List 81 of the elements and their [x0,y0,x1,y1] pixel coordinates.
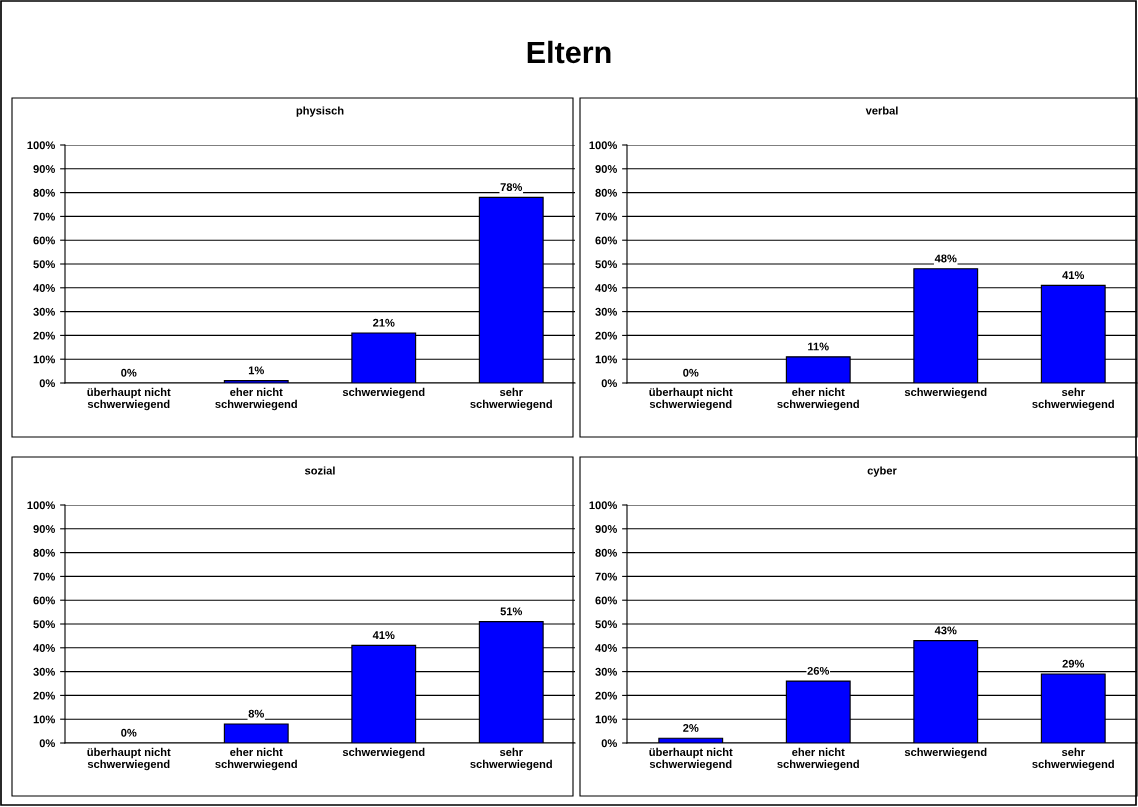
x-tick-label: eher nicht schwerwiegend [215,387,297,411]
x-tick-label: schwerwiegend [342,747,425,759]
x-tick-label: eher nicht schwerwiegend [777,387,859,411]
y-tick-label: 40% [595,644,617,652]
data-label: 51% [500,607,523,616]
data-label: 8% [248,709,264,718]
y-tick-label: 20% [595,691,617,700]
y-tick-label: 90% [33,525,55,533]
y-tick-label: 40% [33,284,55,292]
data-label: 0% [683,368,699,377]
y-tick-label: 50% [595,620,617,629]
y-tick-label: 60% [33,596,55,605]
y-tick-label: 50% [33,260,55,269]
y-tick-label: 70% [33,212,55,221]
y-tick-label: 10% [595,715,617,724]
y-tick-label: 60% [595,236,617,245]
y-tick-label: 30% [33,307,55,316]
x-tick-label: überhaupt nicht schwerwiegend [649,747,733,771]
y-tick-label: 90% [33,165,55,173]
data-label: 21% [373,318,395,327]
data-label: 43% [934,626,957,635]
x-tick-label: eher nicht schwerwiegend [215,747,297,771]
x-tick-label: sehr schwerwiegend [470,387,552,411]
y-tick-label: 100% [27,141,55,150]
data-label: 41% [372,631,395,640]
y-tick-label: 10% [595,355,617,364]
y-tick-label: 90% [595,525,617,533]
y-tick-label: 60% [33,236,55,245]
data-label: 29% [1062,659,1085,668]
y-tick-label: 60% [595,596,617,605]
y-tick-label: 80% [33,188,55,197]
y-tick-label: 70% [595,212,617,221]
y-tick-label: 20% [33,691,55,700]
data-label: 41% [1062,271,1085,280]
y-tick-label: 0% [39,379,55,388]
y-tick-label: 10% [33,355,55,364]
y-tick-label: 100% [27,501,55,510]
data-label: 2% [683,724,699,732]
y-tick-label: 20% [595,331,617,340]
x-tick-label: sehr schwerwiegend [1032,387,1114,411]
data-label: 1% [248,366,264,375]
data-label: 0% [121,368,137,377]
y-tick-label: 90% [595,165,617,173]
y-tick-label: 70% [595,572,617,581]
data-label: 48% [934,254,957,263]
data-label: 78% [500,183,523,191]
x-tick-label: schwerwiegend [904,387,987,399]
chart-title: verbal [865,106,898,115]
text: Eltern [527,40,611,64]
x-tick-label: schwerwiegend [904,747,987,759]
y-tick-label: 0% [601,739,617,748]
y-tick-label: 80% [595,188,617,197]
x-tick-label: überhaupt nicht schwerwiegend [649,387,733,411]
y-tick-label: 30% [595,667,617,676]
y-tick-label: 10% [33,715,55,724]
x-tick-label: schwerwiegend [342,387,425,399]
y-tick-label: 70% [33,572,55,581]
x-tick-label: überhaupt nicht schwerwiegend [87,747,171,771]
y-tick-label: 30% [595,307,617,316]
y-tick-label: 40% [33,644,55,652]
y-tick-label: 100% [589,501,617,510]
x-tick-label: sehr schwerwiegend [470,747,552,771]
x-tick-label: eher nicht schwerwiegend [777,747,859,771]
data-label: 26% [807,666,830,675]
y-tick-label: 100% [589,141,617,150]
data-label: 11% [808,342,829,351]
y-tick-label: 30% [33,667,55,676]
y-tick-label: 80% [33,548,55,557]
chart-title: cyber [867,466,897,477]
y-tick-label: 0% [601,379,617,388]
chart-title: sozial [304,466,335,475]
y-tick-label: 20% [33,331,55,340]
y-tick-label: 80% [595,548,617,557]
y-tick-label: 40% [595,284,617,292]
x-tick-label: überhaupt nicht schwerwiegend [87,387,171,411]
y-tick-label: 50% [595,260,617,269]
chart-title: physisch [296,106,344,117]
y-tick-label: 0% [39,739,55,748]
data-label: 0% [121,728,137,737]
x-tick-label: sehr schwerwiegend [1032,747,1114,771]
y-tick-label: 50% [33,620,55,629]
